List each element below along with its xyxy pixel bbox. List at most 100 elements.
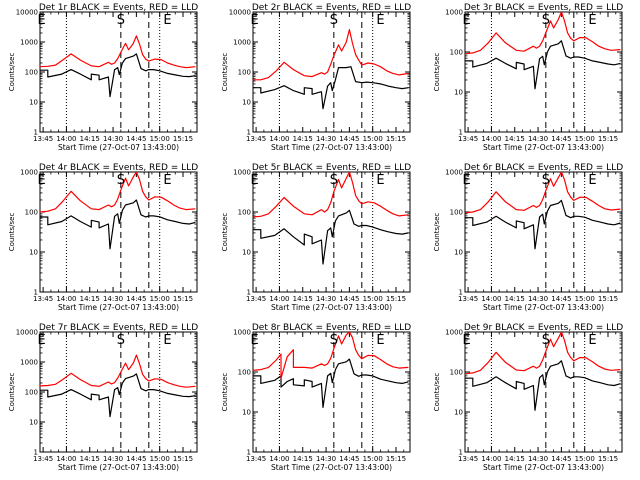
panel-det-2: Det 2r BLACK = Events, RED = LLD 1 10 100 10… (221, 3, 411, 152)
marker-s: S (117, 173, 125, 188)
series-events-line (465, 360, 621, 411)
y-tick-label: 100 (25, 209, 38, 217)
plot-frame (252, 331, 411, 453)
x-tick-label: 15:00 (575, 135, 595, 143)
y-tick-label: 1 (459, 289, 463, 297)
panel-title: Det 4r BLACK = Events, RED = LLD (39, 163, 198, 173)
marker-s: S (330, 13, 338, 28)
data-layer (40, 332, 196, 452)
x-tick-label: 13:45 (458, 135, 478, 143)
series-lld-line (40, 35, 196, 69)
x-tick-label: 14:15 (293, 295, 313, 303)
y-tick-label: 10 (454, 249, 463, 257)
x-axis-label: Start Time (27-Oct-07 13:43:00) (483, 143, 604, 152)
x-tick-label: 14:30 (103, 455, 123, 463)
marker-e: E (250, 173, 258, 188)
marker-e: E (376, 173, 384, 188)
y-tick-label: 10 (454, 409, 463, 417)
y-tick-label: 1 (247, 129, 251, 137)
series-lld-line (40, 172, 196, 213)
x-tick-label: 14:00 (269, 135, 289, 143)
series-lld-line (253, 172, 409, 218)
y-tick-label: 100 (238, 209, 251, 217)
y-axis-label: Counts/sec (433, 373, 441, 412)
x-tick-label: 15:00 (150, 135, 170, 143)
x-axis-label: Start Time (27-Oct-07 13:43:00) (271, 463, 392, 472)
panel-title: Det 2r BLACK = Events, RED = LLD (252, 3, 411, 13)
x-axis-label: Start Time (27-Oct-07 13:43:00) (483, 463, 604, 472)
x-tick-label: 14:00 (481, 455, 501, 463)
marker-s: S (330, 333, 338, 348)
y-tick-label: 100 (238, 369, 251, 377)
x-tick-label: 14:15 (505, 295, 525, 303)
marker-s: S (117, 13, 125, 28)
x-tick-label: 13:45 (246, 455, 266, 463)
y-tick-label: 100 (25, 389, 38, 397)
x-tick-label: 15:15 (173, 455, 193, 463)
x-tick-label: 14:00 (56, 295, 76, 303)
marker-e: E (163, 13, 171, 28)
x-tick-label: 15:00 (363, 455, 383, 463)
marker-e: E (250, 333, 258, 348)
y-tick-label: 10 (242, 249, 251, 257)
series-lld-line (465, 332, 621, 375)
x-tick-label: 13:45 (33, 295, 53, 303)
marker-e: E (163, 333, 171, 348)
marker-e: E (37, 173, 45, 188)
x-tick-label: 14:45 (126, 455, 146, 463)
x-tick-label: 14:30 (528, 135, 548, 143)
x-tick-label: 14:45 (551, 135, 571, 143)
y-tick-label: 1 (247, 289, 251, 297)
y-tick-label: 100 (450, 209, 463, 217)
marker-e: E (588, 333, 596, 348)
marker-e: E (462, 13, 470, 28)
x-tick-label: 14:15 (80, 135, 100, 143)
x-tick-label: 13:45 (458, 455, 478, 463)
x-tick-label: 15:15 (173, 295, 193, 303)
series-events-line (40, 53, 196, 98)
x-tick-label: 14:00 (481, 295, 501, 303)
plot-frame (464, 331, 623, 453)
x-tick-label: 14:15 (80, 295, 100, 303)
x-tick-label: 14:15 (505, 455, 525, 463)
panel-title: Det 5r BLACK = Events, RED = LLD (252, 163, 411, 173)
x-axis-label: Start Time (27-Oct-07 13:43:00) (271, 303, 392, 312)
series-lld-line (465, 12, 621, 55)
series-events-line (40, 199, 196, 250)
x-tick-label: 15:15 (598, 135, 618, 143)
x-tick-label: 14:15 (293, 135, 313, 143)
y-tick-label: 1 (34, 449, 38, 457)
panel-title: Det 7r BLACK = Events, RED = LLD (39, 323, 198, 333)
series-lld-line (253, 332, 409, 379)
marker-e: E (37, 333, 45, 348)
panel-det-8: Det 8r BLACK = Events, RED = LLD 1 10 100 10… (221, 323, 411, 472)
panel-title: Det 8r BLACK = Events, RED = LLD (252, 323, 411, 333)
x-tick-label: 14:45 (339, 295, 359, 303)
y-tick-label: 1 (34, 129, 38, 137)
x-tick-label: 15:15 (173, 135, 193, 143)
panel-title: Det 9r BLACK = Events, RED = LLD (464, 323, 623, 333)
x-tick-label: 13:45 (33, 135, 53, 143)
y-tick-label: 10000 (16, 329, 38, 337)
marker-e: E (376, 13, 384, 28)
y-tick-label: 1000 (233, 169, 251, 177)
panel-det-5: Det 5r BLACK = Events, RED = LLD 1 10 100 10… (221, 163, 411, 312)
marker-s: S (542, 13, 550, 28)
x-tick-label: 13:45 (33, 455, 53, 463)
y-tick-label: 1000 (445, 329, 463, 337)
y-tick-label: 10 (242, 99, 251, 107)
data-layer (465, 172, 621, 292)
series-events-line (253, 66, 409, 110)
marker-e: E (462, 173, 470, 188)
data-layer (40, 172, 196, 292)
data-layer (253, 12, 409, 132)
y-tick-label: 10 (29, 419, 38, 427)
y-tick-label: 1 (459, 449, 463, 457)
series-events-line (253, 209, 409, 265)
x-axis-label: Start Time (27-Oct-07 13:43:00) (58, 303, 179, 312)
y-tick-label: 1000 (233, 39, 251, 47)
y-tick-label: 1000 (20, 359, 38, 367)
series-lld-line (253, 29, 409, 81)
x-tick-label: 13:45 (458, 295, 478, 303)
